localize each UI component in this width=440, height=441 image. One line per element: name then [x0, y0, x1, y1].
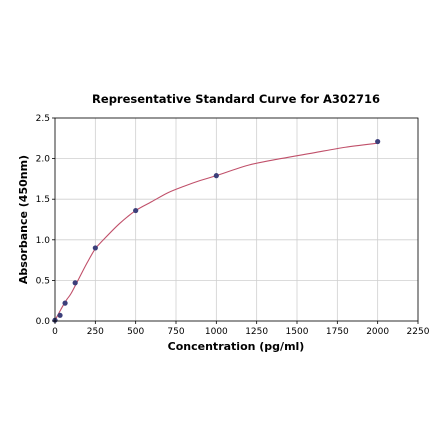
x-tick-label: 1750: [326, 327, 349, 337]
y-tick-label: 0.5: [36, 276, 50, 286]
x-tick-label: 250: [87, 327, 104, 337]
data-point: [133, 207, 139, 214]
data-point: [62, 300, 68, 306]
grid-lines: [54, 117, 419, 322]
x-tick-label: 750: [167, 327, 184, 337]
data-point: [375, 138, 381, 145]
x-tick-label: 1250: [245, 327, 268, 337]
data-point: [72, 280, 78, 286]
y-tick-label: 1.0: [36, 236, 51, 246]
data-points-layer: [52, 138, 381, 323]
y-tick-label: 2.5: [36, 114, 50, 124]
x-axis-label: Concentration (pg/ml): [168, 340, 305, 353]
data-point: [92, 245, 98, 251]
y-tick-label: 2.0: [36, 155, 51, 165]
x-tick-label: 0: [52, 327, 58, 337]
data-point: [57, 312, 63, 318]
plot-frame: [54, 117, 419, 322]
x-tick-label: 2000: [366, 327, 389, 337]
data-point: [213, 173, 219, 179]
y-tick-label: 1.5: [36, 195, 50, 205]
axis-ticks: 0 250 500 750 1000 1250 1500 1750 2000 2250 0.0 0.5…: [36, 114, 430, 337]
y-axis-label: Absorbance (450nm): [17, 155, 30, 284]
x-tick-label: 1000: [205, 327, 228, 337]
chart-title: Representative Standard Curve for A30271…: [92, 92, 380, 106]
x-tick-label: 2250: [407, 327, 430, 337]
x-tick-label: 1500: [286, 327, 309, 337]
y-tick-label: 0.0: [36, 317, 51, 327]
x-tick-label: 500: [127, 327, 144, 337]
